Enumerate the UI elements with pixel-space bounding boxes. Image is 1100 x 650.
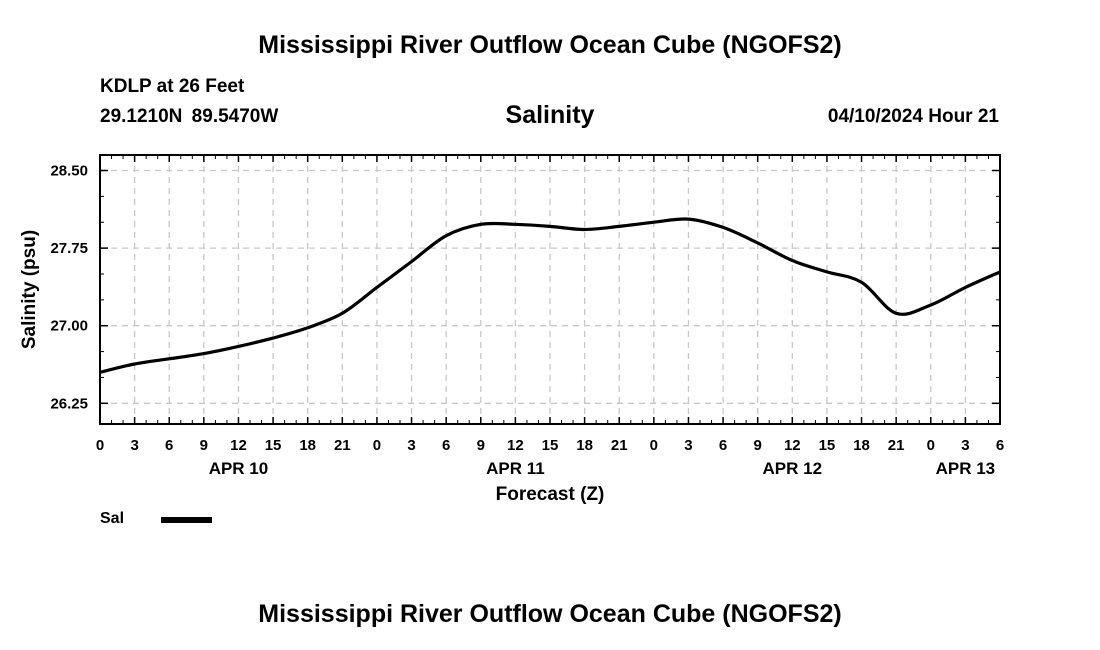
x-tick-label: 18 xyxy=(576,437,593,454)
x-tick-label: 21 xyxy=(334,437,351,454)
x-tick-label: 0 xyxy=(650,437,658,454)
x-tick-label: 0 xyxy=(96,437,104,454)
x-tick-label: 21 xyxy=(611,437,628,454)
x-tick-label: 12 xyxy=(784,437,801,454)
x-tick-label: 3 xyxy=(407,437,415,454)
legend-line-swatch xyxy=(161,517,212,523)
x-tick-label: 3 xyxy=(684,437,692,454)
x-tick-label: 18 xyxy=(853,437,870,454)
x-tick-label: 6 xyxy=(165,437,173,454)
x-tick-label: 12 xyxy=(230,437,247,454)
x-axis-label: Forecast (Z) xyxy=(496,484,605,505)
x-tick-label: 0 xyxy=(927,437,935,454)
chart-title: Mississippi River Outflow Ocean Cube (NG… xyxy=(258,31,842,59)
variable-title: Salinity xyxy=(505,101,595,129)
y-tick-label: 28.50 xyxy=(50,163,88,180)
date-label: APR 11 xyxy=(486,459,545,478)
x-tick-label: 15 xyxy=(819,437,836,454)
x-tick-label: 15 xyxy=(542,437,559,454)
x-tick-label: 21 xyxy=(888,437,905,454)
x-tick-label: 6 xyxy=(996,437,1004,454)
date-label: APR 13 xyxy=(936,459,996,478)
x-tick-label: 9 xyxy=(754,437,762,454)
x-tick-label: 6 xyxy=(719,437,727,454)
x-tick-label: 3 xyxy=(130,437,138,454)
x-tick-label: 12 xyxy=(507,437,524,454)
y-tick-label: 26.25 xyxy=(50,395,88,412)
x-tick-label: 18 xyxy=(299,437,316,454)
x-tick-label: 0 xyxy=(373,437,381,454)
x-tick-label: 9 xyxy=(200,437,208,454)
station-label: KDLP at 26 Feet xyxy=(100,76,245,97)
x-tick-label: 15 xyxy=(265,437,282,454)
y-axis-label: Salinity (psu) xyxy=(19,230,40,349)
date-label: APR 12 xyxy=(763,459,823,478)
footer-title: Mississippi River Outflow Ocean Cube (NG… xyxy=(258,600,842,628)
station-coordinates: 29.1210N 89.5470W xyxy=(100,106,279,127)
y-tick-label: 27.00 xyxy=(50,318,88,335)
y-tick-label: 27.75 xyxy=(50,240,88,257)
x-tick-label: 3 xyxy=(961,437,969,454)
forecast-datetime: 04/10/2024 Hour 21 xyxy=(827,106,999,127)
date-label: APR 10 xyxy=(209,459,269,478)
x-tick-label: 9 xyxy=(477,437,485,454)
x-tick-label: 6 xyxy=(442,437,450,454)
series-line-sal xyxy=(99,217,1001,374)
legend-label: Sal xyxy=(100,510,125,527)
